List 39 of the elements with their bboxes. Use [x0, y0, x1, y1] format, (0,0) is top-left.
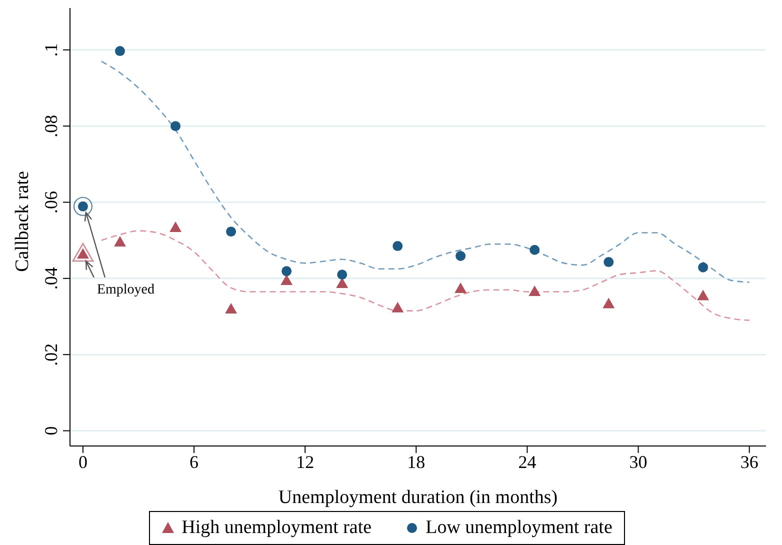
point: [392, 302, 404, 312]
point: [698, 262, 708, 272]
annotation: Employed: [96, 282, 155, 298]
point: [226, 226, 236, 237]
y-tick-label: .02: [41, 343, 61, 366]
x-tick-label: 0: [78, 452, 88, 472]
point: [114, 236, 126, 246]
y-axis-title: Callback rate: [12, 171, 33, 272]
point: [602, 298, 615, 308]
x-tick-label: 12: [296, 452, 314, 472]
line-series: [100, 60, 750, 283]
point: [337, 270, 348, 280]
point: [530, 244, 540, 255]
point: [76, 248, 89, 259]
x-tick-label: 18: [407, 452, 426, 472]
y-tick-label: .06: [41, 190, 61, 214]
legend-label: Low unemployment rate: [426, 517, 612, 539]
y-tick-label: .1: [41, 43, 61, 57]
x-tick-label: 6: [190, 452, 199, 472]
point: [697, 290, 710, 300]
y-tick-label: 0: [41, 426, 61, 436]
point: [454, 282, 467, 293]
x-tick-label: 36: [740, 452, 758, 472]
y-tick-label: .04: [41, 267, 61, 290]
point: [114, 46, 125, 56]
legend-label: High unemployment rate: [182, 517, 372, 539]
point: [604, 257, 614, 268]
point: [456, 250, 466, 261]
x-tick-label: 30: [629, 452, 648, 472]
y-tick-label: .08: [41, 114, 61, 138]
point: [282, 266, 292, 276]
point: [392, 241, 403, 252]
x-tick-label: 24: [518, 452, 536, 472]
point: [225, 303, 238, 314]
point: [528, 286, 541, 296]
point: [336, 278, 348, 288]
point: [170, 222, 182, 232]
x-axis-title: Unemployment duration (in months): [278, 487, 558, 508]
point: [170, 121, 181, 132]
